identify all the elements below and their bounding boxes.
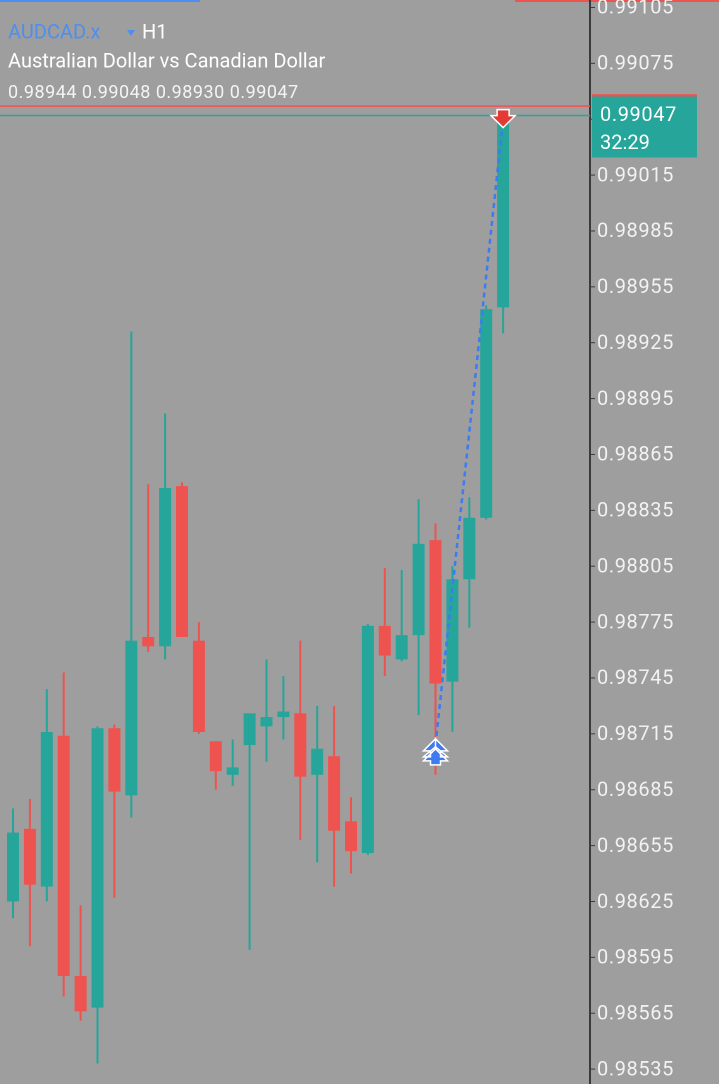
y-tick-label: 0.99075 [597, 51, 674, 75]
candle-body [176, 486, 188, 637]
y-tick-label: 0.98925 [597, 330, 674, 354]
y-tick-label: 0.98565 [597, 1001, 674, 1025]
candle-body [91, 728, 104, 1008]
price-label-box [592, 96, 697, 158]
candle-body [260, 717, 273, 727]
top-strip [515, 0, 719, 2]
y-tick-label: 0.98745 [597, 665, 674, 689]
chart-title: Australian Dollar vs Canadian Dollar [8, 48, 326, 72]
y-tick-label: 0.99105 [597, 0, 674, 19]
y-tick-label: 0.98805 [597, 553, 674, 577]
candle-body [395, 635, 408, 660]
candle-body [243, 713, 256, 746]
trade-line [434, 119, 505, 745]
plot-area [7, 113, 510, 1064]
symbol[interactable]: AUDCAD.x [8, 19, 100, 43]
current-price: 0.99047 [600, 102, 677, 126]
countdown: 32:29 [600, 130, 650, 154]
candle-body [497, 115, 510, 308]
candle-body [125, 640, 138, 796]
candle-body [7, 832, 19, 902]
candle-body [192, 640, 205, 732]
top-strip [0, 0, 200, 2]
candle-body [345, 821, 357, 852]
y-tick-label: 0.98895 [597, 386, 674, 410]
candle-body [463, 517, 476, 580]
candle-body [378, 625, 391, 656]
y-tick-label: 0.99015 [597, 162, 674, 186]
y-tick-label: 0.98865 [597, 442, 674, 466]
y-tick-label: 0.98955 [597, 274, 674, 298]
y-tick-label: 0.98685 [597, 777, 674, 801]
candle-body [142, 636, 155, 647]
y-tick-label: 0.98655 [597, 833, 674, 857]
candle-body [294, 713, 307, 777]
y-tick-label: 0.98625 [597, 889, 674, 913]
buy-arrow [421, 737, 450, 766]
candle-body [74, 975, 87, 1012]
candle-body [57, 735, 70, 976]
candle-body [40, 731, 53, 887]
candle-body [23, 828, 36, 885]
candle-body [328, 756, 341, 831]
candle-body [159, 487, 172, 647]
symbol-dropdown-icon[interactable] [127, 30, 135, 36]
y-tick-label: 0.98535 [597, 1056, 674, 1080]
candle-body [446, 579, 459, 682]
candle-body [226, 767, 239, 775]
candle-body [361, 625, 374, 854]
candle-body [209, 741, 222, 772]
candle-body [108, 728, 121, 792]
candle-body [480, 309, 493, 518]
candle-body [311, 748, 324, 775]
ohlc-values: 0.98944 0.99048 0.98930 0.99047 [8, 82, 299, 103]
y-tick-label: 0.98775 [597, 609, 674, 633]
sell-arrow [489, 108, 517, 129]
y-tick-label: 0.98715 [597, 721, 674, 745]
candle-body [412, 543, 425, 636]
candle-body [277, 711, 290, 718]
y-tick-label: 0.98835 [597, 498, 674, 522]
candle-body [429, 540, 442, 684]
y-tick-label: 0.98985 [597, 218, 674, 242]
y-tick-label: 0.98595 [597, 945, 674, 969]
timeframe[interactable]: H1 [142, 19, 168, 43]
